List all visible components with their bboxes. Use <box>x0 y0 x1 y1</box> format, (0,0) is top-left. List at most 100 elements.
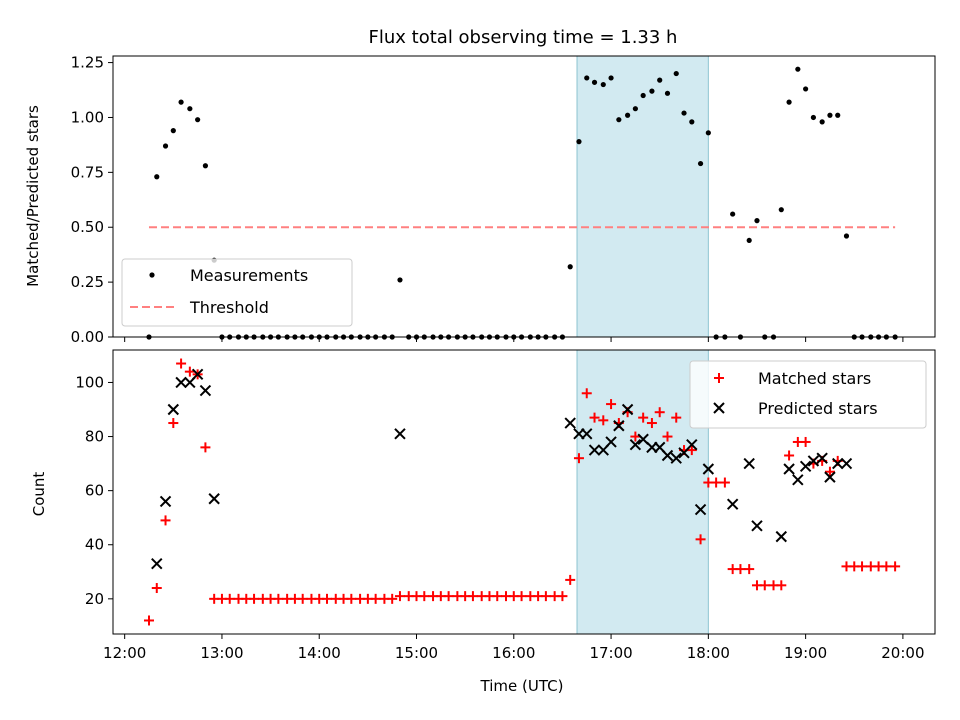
matched-star-point <box>671 412 682 423</box>
legend-box <box>121 258 353 327</box>
x-axis-ticks <box>124 337 904 342</box>
y-tick-label: 60 <box>85 482 104 500</box>
matched-star-point <box>857 561 868 572</box>
y-tick-label: 0.00 <box>71 328 104 346</box>
measurement-point <box>591 79 598 85</box>
matched-star-point <box>540 591 551 602</box>
matched-star-point <box>419 591 430 602</box>
measurement-point <box>657 77 663 83</box>
measurement-point <box>600 81 606 88</box>
legend-box <box>689 360 927 429</box>
measurement-point <box>673 70 679 77</box>
matched-star-point <box>249 593 260 604</box>
measurement-point <box>778 207 784 213</box>
measurement-point <box>664 90 671 96</box>
counts-panel: 20 40 60 80 100 12:00 13:00 14:00 15:00 16:00 17:… <box>30 349 936 695</box>
measurement-point <box>697 160 704 167</box>
predicted-star-point <box>702 463 715 475</box>
matched-star-point <box>589 412 600 423</box>
matched-star-point <box>565 574 576 585</box>
measurement-point <box>608 75 614 81</box>
x-tick-label: 16:00 <box>492 644 535 662</box>
predicted-star-point <box>799 460 812 473</box>
measurement-point <box>397 277 403 283</box>
y-tick-label: 1.25 <box>71 54 104 72</box>
measurement-point <box>689 119 695 125</box>
predicted-star-point <box>783 463 795 475</box>
matched-star-point <box>394 591 405 602</box>
measurement-point <box>567 264 573 270</box>
predicted-star-point <box>175 376 187 389</box>
measurement-point <box>843 233 850 239</box>
y-tick-label: 80 <box>85 428 104 446</box>
matched-star-point <box>744 564 755 575</box>
legend-marker-matched <box>714 373 724 383</box>
measurement-point <box>187 106 193 112</box>
measurement-point <box>202 163 209 169</box>
measurement-point <box>754 218 760 224</box>
predicted-star-point <box>743 457 755 470</box>
matched-star-point <box>695 534 706 545</box>
x-tick-label: 17:00 <box>589 644 632 662</box>
measurement-point <box>705 130 711 136</box>
x-tick-label: 20:00 <box>881 644 924 662</box>
y-axis-ticks: 0.00 0.25 0.50 0.75 1.00 1.25 <box>71 54 113 346</box>
x-axis-label: Time (UTC) <box>480 677 564 695</box>
measurement-point <box>827 112 833 118</box>
y-tick-label: 0.75 <box>71 163 104 181</box>
legend: Matched stars Predicted stars <box>689 360 927 429</box>
predicted-star-point <box>816 452 828 464</box>
matched-star-point <box>143 615 154 626</box>
measurement-point <box>803 86 809 92</box>
measurement-point <box>746 237 752 244</box>
predicted-star-point <box>159 495 172 508</box>
matched-star-point <box>516 591 527 602</box>
matched-star-point <box>662 431 673 442</box>
predicted-star-point <box>629 438 642 451</box>
matched-star-point <box>370 593 381 604</box>
x-tick-label: 18:00 <box>687 644 730 662</box>
legend-marker-measurements <box>149 272 155 278</box>
predicted-star-point <box>581 428 593 440</box>
matched-star-point <box>467 591 478 602</box>
predicted-star-point <box>832 457 844 470</box>
measurement-point <box>835 112 841 118</box>
matched-star-point <box>881 561 892 572</box>
y-tick-label: 0.25 <box>71 273 104 291</box>
predicted-star-point <box>670 452 682 464</box>
predicted-star-point <box>824 471 836 483</box>
y-axis-label: Count <box>30 472 48 517</box>
measurement-point <box>730 211 736 217</box>
predicted-stars-series <box>151 368 853 570</box>
matched-star-point <box>800 436 811 447</box>
predicted-star-point <box>726 498 739 510</box>
measurement-point <box>162 143 169 149</box>
matched-star-point <box>200 442 211 453</box>
legend: Measurements Threshold <box>121 258 353 327</box>
predicted-star-point <box>199 384 212 397</box>
legend-marker-predicted <box>713 402 725 414</box>
predicted-star-point <box>151 557 163 570</box>
x-axis-ticks: 12:00 13:00 14:00 15:00 16:00 17:00 18:00 19:00… <box>103 634 925 662</box>
matched-star-point <box>297 593 308 604</box>
measurement-point <box>625 112 631 118</box>
y-tick-label: 1.00 <box>71 108 104 126</box>
predicted-star-point <box>621 403 634 416</box>
measurement-point <box>576 139 582 145</box>
matched-star-point <box>606 399 617 410</box>
measurement-point <box>819 119 825 125</box>
measurement-point <box>681 110 687 116</box>
matched-star-point <box>654 407 665 418</box>
y-tick-label: 0.50 <box>71 218 104 236</box>
matched-star-point <box>638 412 649 423</box>
measurement-point <box>810 114 817 121</box>
measurement-point <box>786 99 792 105</box>
matched-star-point <box>573 453 584 464</box>
highlight-span <box>576 55 709 338</box>
matched-star-point <box>184 366 195 377</box>
matched-star-point <box>176 358 187 369</box>
x-tick-label: 15:00 <box>395 644 438 662</box>
y-tick-label: 20 <box>85 590 104 608</box>
